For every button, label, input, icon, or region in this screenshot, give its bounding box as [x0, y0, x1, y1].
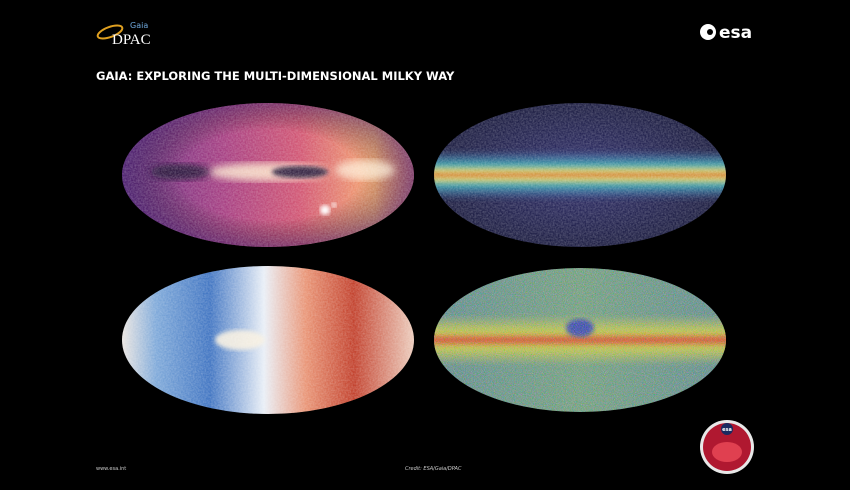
sky-map-dust — [434, 103, 726, 247]
mission-badge: esa — [700, 420, 754, 474]
title: GAIA: EXPLORING THE MULTI-DIMENSIONAL MI… — [96, 69, 455, 83]
sky-map-chemistry — [434, 268, 726, 412]
agency-logo: esa — [719, 23, 752, 43]
dpac-logo: Gaia DPAC — [96, 21, 151, 48]
website: www.esa.int — [96, 466, 126, 472]
esa-logo: esa — [700, 23, 752, 43]
logo-small: Gaia — [130, 21, 148, 30]
credit: Credit: ESA/Gaia/DPAC — [405, 466, 462, 472]
sky-map-velocity — [122, 266, 414, 414]
logo-large: DPAC — [112, 32, 151, 48]
sky-map-density — [122, 103, 414, 247]
badge-label: esa — [722, 427, 732, 433]
